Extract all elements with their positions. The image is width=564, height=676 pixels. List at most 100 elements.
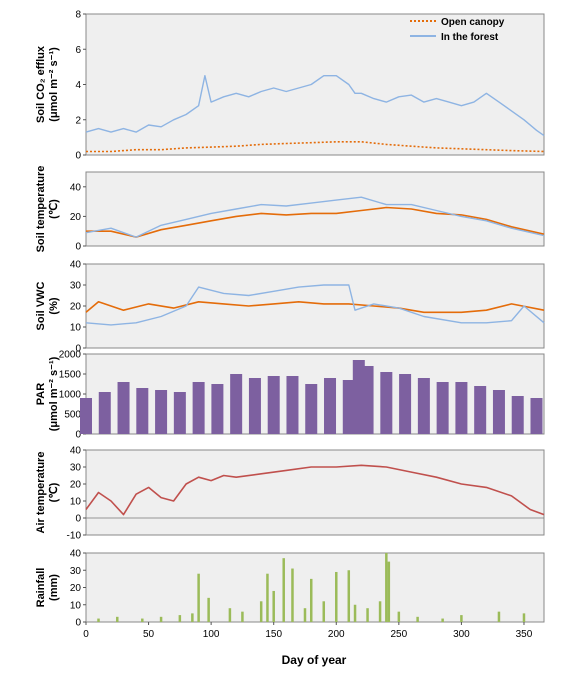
series-line-open-canopy (85, 300, 545, 314)
bar (417, 378, 430, 434)
bar (399, 374, 412, 434)
y-tick-label: 0 (75, 344, 81, 355)
y-tick-label: 40 (70, 549, 82, 560)
bar (207, 597, 210, 622)
panel-1: 0 2 4 6 8 Soil CO₂ efflux(μmol m⁻² s⁻¹) (35, 10, 545, 162)
bar (455, 382, 468, 434)
y-axis-label: Soil VWC(%) (35, 282, 60, 331)
y-tick-label: 0 (75, 430, 81, 441)
series-line-series-1 (85, 464, 545, 516)
bar (197, 573, 200, 622)
legend-open-label: Open canopy (441, 17, 505, 28)
y-tick-label: 500 (64, 410, 81, 421)
bar (97, 618, 100, 622)
bar (178, 615, 182, 622)
panel-5: -10 0 10 20 30 40 Air temperature(℃) (35, 446, 545, 542)
bar (291, 568, 294, 622)
x-tick-label: 300 (453, 629, 470, 640)
x-tick-label: 150 (265, 629, 282, 640)
bar (155, 390, 168, 434)
x-axis-label: Day of year (282, 653, 347, 667)
y-tick-label: 20 (70, 302, 82, 313)
y-tick-label: 2 (75, 115, 81, 126)
bar (228, 608, 232, 622)
y-tick-label: 1500 (59, 370, 82, 381)
bar (530, 398, 543, 434)
bar (492, 390, 505, 434)
y-tick-label: 0 (75, 514, 81, 525)
y-tick-label: 10 (70, 323, 82, 334)
bar (385, 553, 388, 622)
y-axis-label: Rainfall(mm) (35, 568, 60, 608)
panel-background (85, 449, 545, 536)
y-tick-label: 20 (70, 212, 82, 223)
bar (416, 616, 419, 622)
y-axis-label: Soil CO₂ efflux(μmol m⁻² s⁻¹) (35, 45, 60, 123)
bar (211, 384, 224, 434)
bar (353, 604, 357, 622)
bar (324, 378, 337, 434)
x-tick-label: 200 (328, 629, 345, 640)
x-tick-label: 100 (203, 629, 220, 640)
bar (141, 618, 144, 622)
x-tick-label: 0 (83, 629, 89, 640)
y-tick-label: 1000 (59, 390, 82, 401)
bar (335, 571, 338, 622)
bar (309, 578, 313, 622)
bar (117, 382, 130, 434)
y-tick-label: 0 (75, 618, 81, 629)
bar (522, 613, 526, 622)
bar (267, 376, 280, 434)
y-tick-label: 2000 (59, 350, 82, 361)
bar (436, 382, 449, 434)
series-line-in-the-forest (85, 74, 545, 137)
panel-background (85, 552, 545, 623)
legend-forest-label: In the forest (441, 32, 499, 43)
x-tick-label: 350 (516, 629, 533, 640)
y-tick-label: 40 (70, 260, 82, 271)
panel-background (85, 13, 545, 156)
bar (192, 382, 205, 434)
bar (303, 608, 307, 622)
bar (136, 388, 149, 434)
panel-2: 0 20 40 Soil temperature(℃) (35, 166, 545, 253)
y-tick-label: 40 (70, 446, 82, 457)
y-tick-label: 30 (70, 281, 82, 292)
y-tick-label: -10 (67, 531, 82, 542)
y-tick-label: 40 (70, 182, 82, 193)
y-tick-label: 20 (70, 583, 82, 594)
bar (322, 601, 326, 622)
y-axis-label: Soil temperature(℃) (35, 166, 60, 253)
series-line-in-the-forest (85, 196, 545, 238)
panel-background (85, 171, 545, 247)
bar (497, 611, 501, 622)
y-tick-label: 0 (75, 151, 81, 162)
bar (282, 558, 285, 622)
bar (387, 561, 391, 622)
y-axis-label: PAR(μmol m⁻² s⁻¹) (35, 356, 60, 431)
series-line-open-canopy (86, 206, 545, 238)
bar (342, 380, 355, 434)
y-tick-label: 4 (75, 80, 81, 91)
bar (159, 616, 163, 622)
bar (241, 611, 244, 622)
y-tick-label: 0 (75, 242, 81, 253)
y-tick-label: 8 (75, 10, 81, 21)
panel-3: 0 10 20 30 40 Soil VWC(%) (35, 260, 545, 355)
panels: 0 2 4 6 8 Soil CO₂ efflux(μmol m⁻² s⁻¹) 0 20 40 S… (35, 10, 545, 640)
y-tick-label: 30 (70, 566, 82, 577)
bar (266, 573, 269, 622)
bar (474, 386, 487, 434)
bar (98, 392, 111, 434)
x-tick-label: 50 (143, 629, 155, 640)
y-axis-label: Air temperature(℃) (35, 452, 60, 534)
y-tick-label: 6 (75, 45, 81, 56)
bar (460, 615, 463, 622)
y-tick-label: 10 (70, 497, 82, 508)
bar (305, 384, 318, 434)
bar (378, 601, 382, 622)
series-line-open-canopy (86, 141, 545, 153)
bar (191, 613, 194, 622)
